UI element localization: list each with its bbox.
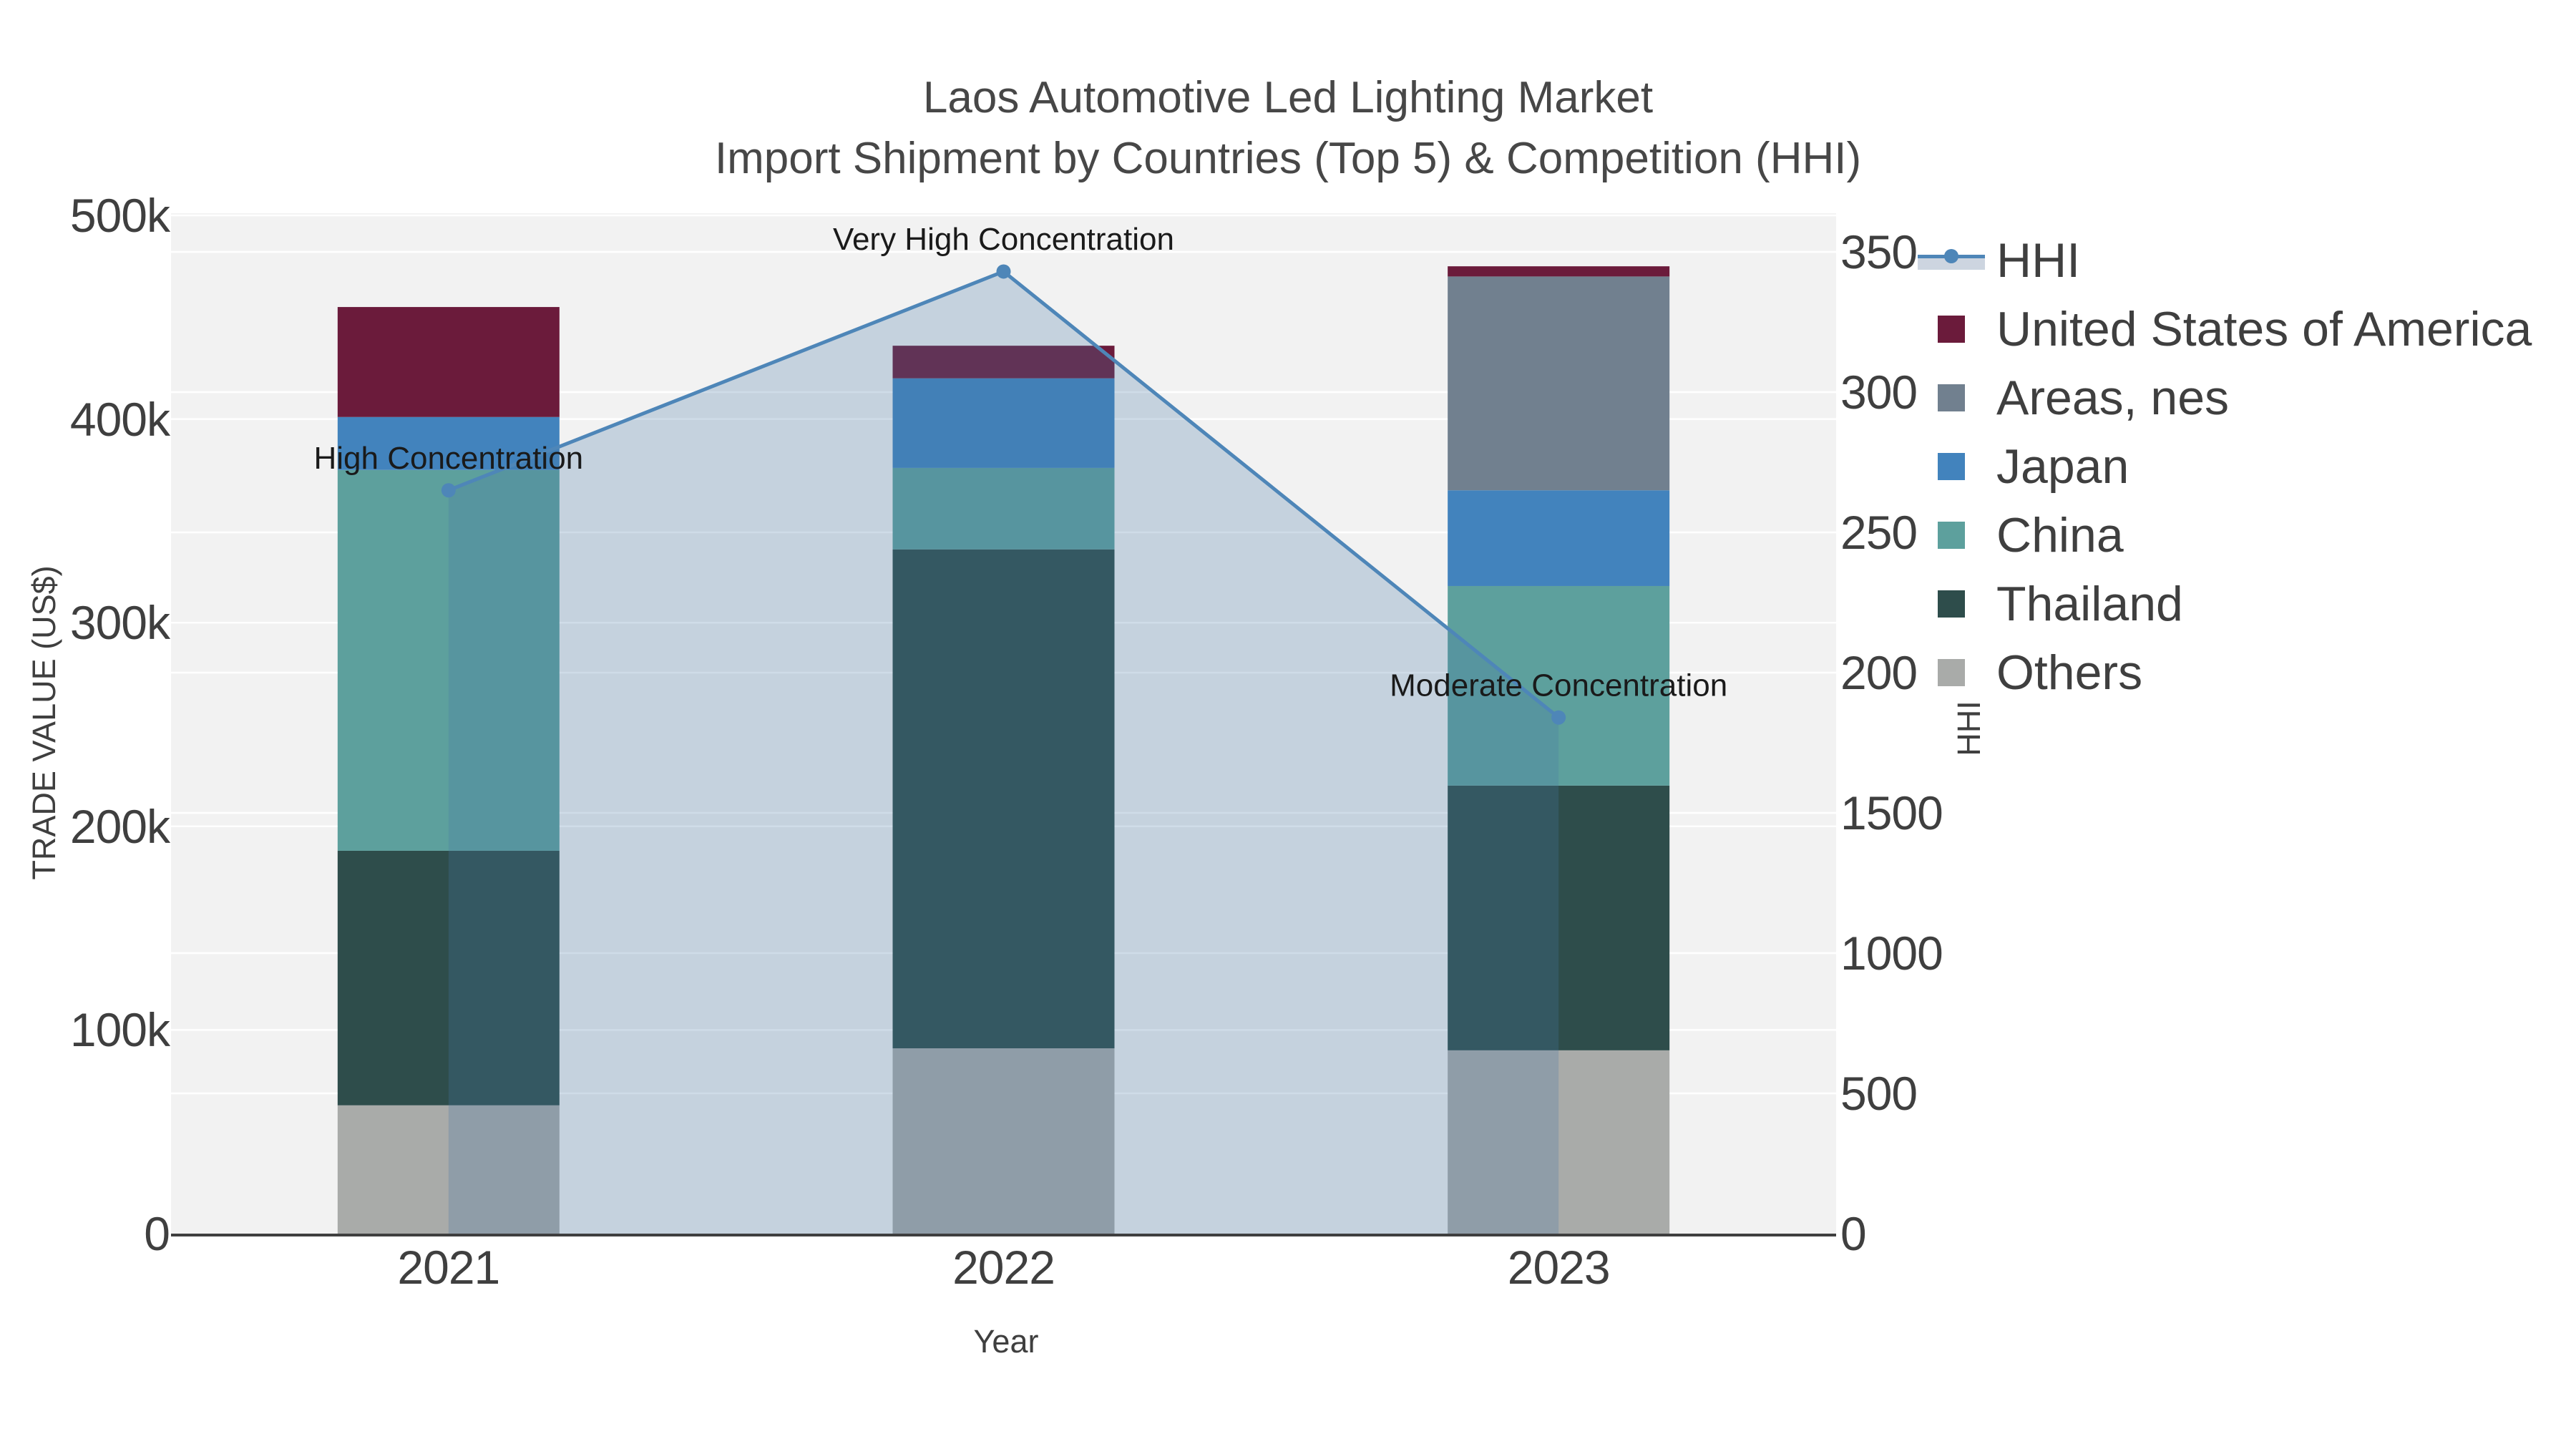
hhi-area bbox=[448, 271, 1559, 1234]
swatch-icon bbox=[1938, 659, 1965, 686]
legend-color-swatch-icon bbox=[1918, 384, 1996, 411]
y-left-tick-label: 300k bbox=[69, 596, 170, 650]
legend-item[interactable]: Others bbox=[1918, 638, 2576, 707]
annotation: Moderate Concentration bbox=[1390, 668, 1727, 703]
y-left-tick-label: 400k bbox=[69, 392, 170, 446]
swatch-icon bbox=[1938, 384, 1965, 411]
chart-title-line2: Import Shipment by Countries (Top 5) & C… bbox=[714, 134, 1862, 183]
bar-segment[interactable] bbox=[337, 850, 560, 1106]
legend-label: United States of America bbox=[1996, 302, 2532, 356]
legend-label: Others bbox=[1996, 645, 2143, 700]
legend-color-swatch-icon bbox=[1918, 316, 1996, 343]
legend-color-swatch-icon bbox=[1918, 522, 1996, 549]
bar-segment[interactable] bbox=[1448, 490, 1670, 586]
legend-label: China bbox=[1996, 508, 2124, 562]
y-left-tick-label: 0 bbox=[144, 1207, 170, 1260]
swatch-icon bbox=[1938, 590, 1965, 618]
y-left-tick-label: 100k bbox=[69, 1003, 170, 1057]
chart-title: Laos Automotive Led Lighting Market Impo… bbox=[0, 67, 2576, 189]
bar-segment[interactable] bbox=[337, 307, 560, 417]
legend: HHI United States of America Areas, nes Jap… bbox=[1918, 226, 2576, 701]
legend-item[interactable]: Japan bbox=[1918, 432, 2576, 501]
legend-item[interactable]: HHI bbox=[1918, 226, 2576, 295]
bar-segment[interactable] bbox=[1448, 276, 1670, 491]
y-right-tick-label: 1000 bbox=[1840, 927, 1943, 980]
y-left-tick-label: 500k bbox=[69, 189, 170, 242]
bar-segment[interactable] bbox=[1448, 785, 1670, 1050]
bar-segment[interactable] bbox=[892, 467, 1115, 550]
hhi-marker[interactable] bbox=[441, 483, 456, 498]
legend-color-swatch-icon bbox=[1918, 659, 1996, 686]
legend-label: Areas, nes bbox=[1996, 371, 2230, 425]
bar-segment[interactable] bbox=[1448, 585, 1670, 786]
x-tick-label: 2022 bbox=[952, 1241, 1055, 1294]
bar-segment[interactable] bbox=[337, 469, 560, 851]
legend-color-swatch-icon bbox=[1918, 453, 1996, 480]
swatch-icon bbox=[1938, 522, 1965, 549]
bar-segment[interactable] bbox=[892, 346, 1115, 379]
bar-segment[interactable] bbox=[337, 1105, 560, 1234]
hhi-line-icon bbox=[1918, 247, 1985, 274]
x-tick-label: 2023 bbox=[1507, 1241, 1611, 1294]
annotation: High Concentration bbox=[313, 441, 583, 476]
hhi-marker[interactable] bbox=[996, 264, 1011, 279]
chart-title-line1: Laos Automotive Led Lighting Market bbox=[922, 73, 1654, 122]
hhi-marker[interactable] bbox=[1551, 710, 1566, 725]
bar-segment[interactable] bbox=[892, 1048, 1115, 1234]
legend-item[interactable]: China bbox=[1918, 501, 2576, 570]
bar-segment[interactable] bbox=[892, 378, 1115, 468]
y-right-tick-label: 0 bbox=[1840, 1207, 1867, 1260]
y-left-tick-label: 200k bbox=[69, 799, 170, 853]
legend-item[interactable]: United States of America bbox=[1918, 295, 2576, 364]
legend-item[interactable]: Thailand bbox=[1918, 570, 2576, 638]
x-tick-label: 2021 bbox=[397, 1241, 500, 1294]
bar-segment[interactable] bbox=[892, 549, 1115, 1049]
legend-color-swatch-icon bbox=[1918, 590, 1996, 618]
y-axis-title-right: HHI bbox=[1951, 701, 1987, 756]
legend-label: Thailand bbox=[1996, 577, 2183, 631]
legend-hhi-line-swatch-icon bbox=[1918, 247, 1996, 274]
swatch-icon bbox=[1938, 316, 1965, 343]
annotation: Very High Concentration bbox=[833, 222, 1174, 257]
y-right-tick-label: 1500 bbox=[1840, 786, 1943, 839]
y-axis-title-left: TRADE VALUE (US$) bbox=[26, 565, 62, 880]
legend-item[interactable]: Areas, nes bbox=[1918, 364, 2576, 432]
x-axis-title: Year bbox=[973, 1323, 1039, 1360]
legend-label: Japan bbox=[1996, 439, 2129, 494]
bar-segment[interactable] bbox=[1448, 1050, 1670, 1234]
y-right-tick-label: 500 bbox=[1840, 1067, 1918, 1120]
bar-segment[interactable] bbox=[1448, 266, 1670, 277]
legend-label: HHI bbox=[1996, 233, 2081, 288]
swatch-icon bbox=[1938, 453, 1965, 480]
